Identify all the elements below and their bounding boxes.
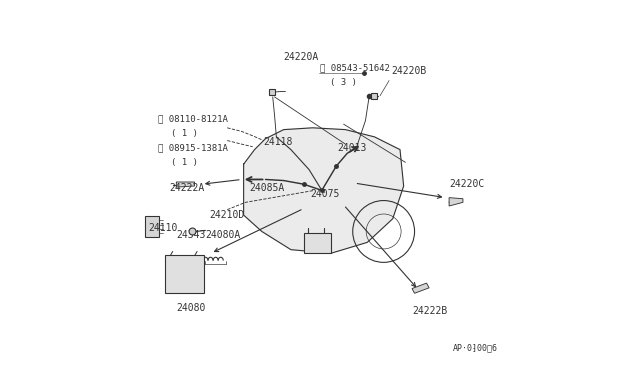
- Text: Ⓦ 08915-1381A: Ⓦ 08915-1381A: [158, 143, 228, 152]
- Text: 24080: 24080: [177, 303, 205, 313]
- Polygon shape: [412, 283, 429, 293]
- Text: 24118: 24118: [264, 137, 293, 147]
- Text: ( 1 ): ( 1 ): [171, 158, 198, 167]
- Polygon shape: [244, 128, 404, 253]
- Text: 24085A: 24085A: [249, 183, 284, 193]
- Text: 24343: 24343: [177, 230, 205, 240]
- FancyBboxPatch shape: [145, 216, 159, 237]
- Text: 24222B: 24222B: [413, 307, 448, 317]
- FancyBboxPatch shape: [303, 233, 331, 253]
- Text: 24220B: 24220B: [391, 67, 426, 76]
- Text: AP·0⁆00⁃6: AP·0⁆00⁃6: [452, 344, 498, 353]
- Text: 24220C: 24220C: [449, 179, 484, 189]
- Text: ( 1 ): ( 1 ): [171, 129, 198, 138]
- FancyBboxPatch shape: [166, 255, 204, 293]
- Text: 24080A: 24080A: [205, 230, 241, 240]
- Text: 24222A: 24222A: [169, 183, 204, 193]
- Text: 24210D: 24210D: [209, 210, 244, 220]
- Text: ( 3 ): ( 3 ): [330, 78, 356, 87]
- Text: 24220A: 24220A: [284, 52, 319, 62]
- Text: Ⓑ 08110-8121A: Ⓑ 08110-8121A: [158, 114, 228, 123]
- Text: 24075: 24075: [310, 189, 340, 199]
- Text: Ⓢ 08543-51642: Ⓢ 08543-51642: [320, 63, 390, 72]
- Text: 24110: 24110: [148, 223, 178, 233]
- Polygon shape: [449, 198, 463, 206]
- Text: 24013: 24013: [337, 143, 367, 153]
- Polygon shape: [177, 182, 195, 187]
